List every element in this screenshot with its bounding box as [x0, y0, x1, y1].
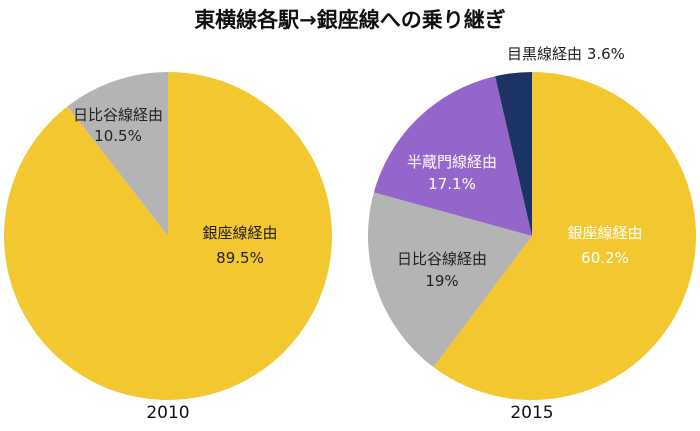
slice-label-2015-ginza: 銀座線経由 60.2%	[567, 224, 642, 267]
slice-label-2015-meguro: 目黒線経由 3.6%	[507, 45, 625, 63]
pie-slice-2015-ginza	[433, 72, 697, 401]
slice-label-2010-ginza: 銀座線経由 89.5%	[202, 224, 277, 267]
pie-slice-2015-hibiya	[367, 192, 532, 368]
chart-title: 東横線各駅→銀座線への乗り継ぎ	[194, 8, 506, 32]
pie-2015: 銀座線経由 60.2% 日比谷線経由 19% 半蔵門線経由 17.1% 目黒線経由 3.6%	[367, 45, 697, 401]
pie-slice-2010-hibiya	[67, 71, 168, 236]
pie-2010: 銀座線経由 89.5% 日比谷線経由 10.5%	[3, 71, 332, 400]
slice-label-2010-hibiya: 日比谷線経由 10.5%	[73, 106, 163, 145]
year-label-2010: 2010	[146, 403, 189, 423]
pie-slice-2015-hanzomon	[373, 76, 532, 236]
slice-label-2015-hibiya: 日比谷線経由 19%	[397, 250, 487, 290]
slice-label-2015-hanzomon: 半蔵門線経由 17.1%	[407, 153, 497, 193]
year-label-2015: 2015	[510, 403, 553, 423]
pie-slice-2010-ginza	[3, 72, 332, 400]
pie-slice-2015-meguro	[495, 72, 532, 236]
